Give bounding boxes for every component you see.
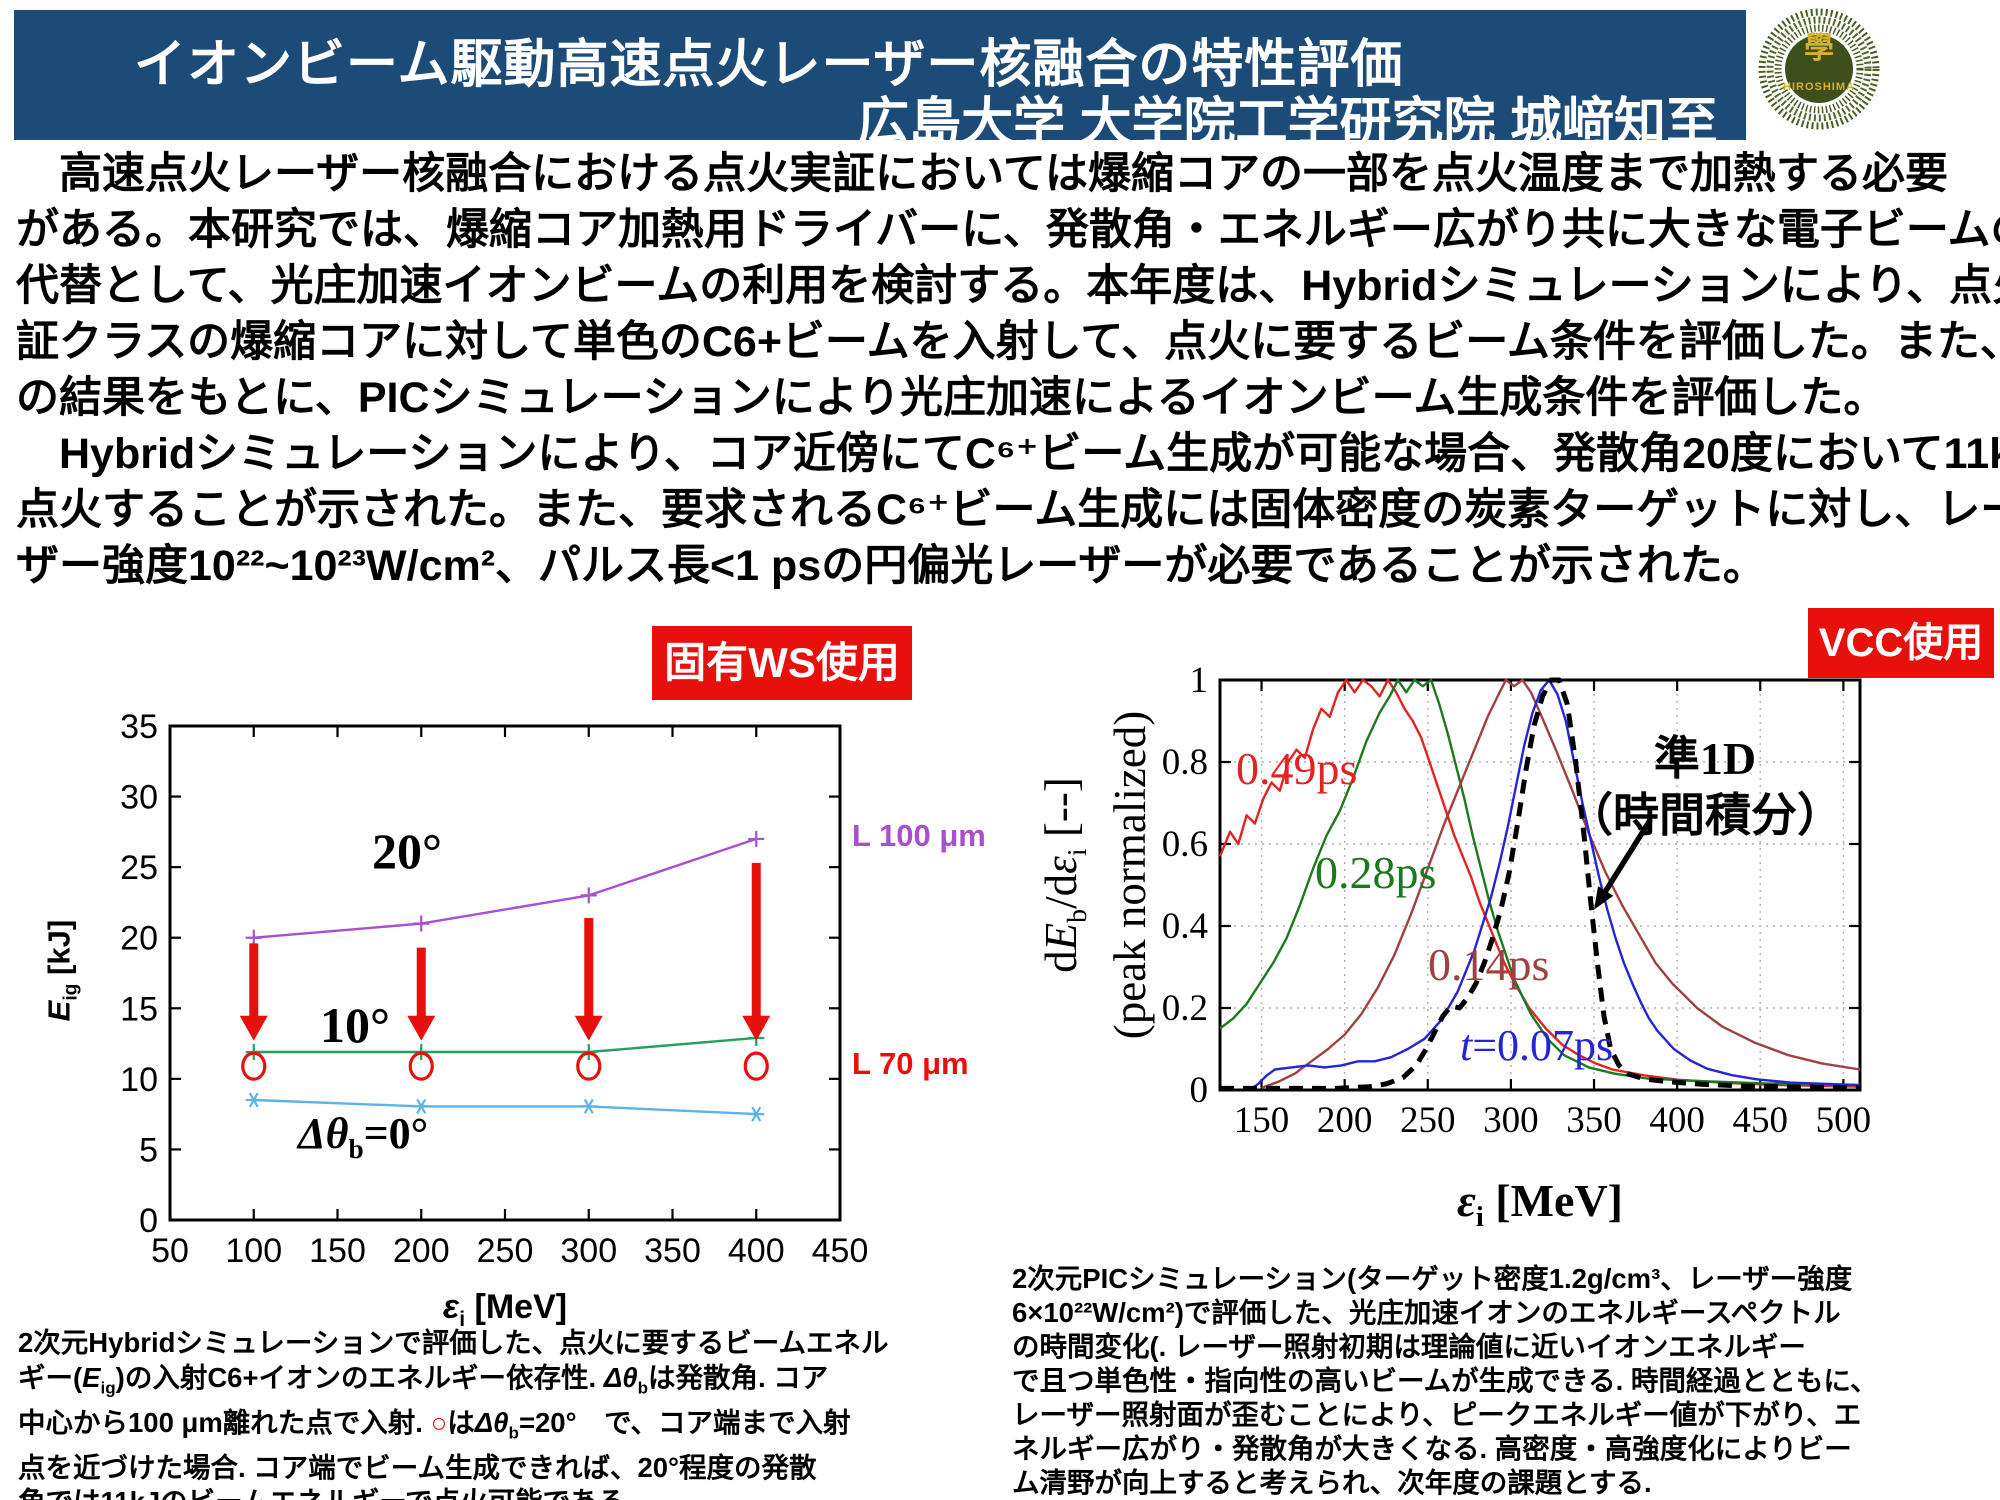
- label-quasi-1d: 準1D （時間積分）: [1560, 730, 1850, 844]
- right-chart-xlabel: εi [MeV]: [1456, 1175, 1623, 1234]
- svg-text:150: 150: [309, 1232, 366, 1270]
- svg-text:0: 0: [139, 1202, 158, 1240]
- caption-line: 中心から100 μm離れた点で入射. ○はΔθb=20° で、コア端まで入射: [18, 1406, 851, 1443]
- abstract-line: Hybridシミュレーションにより、コア近傍にてC⁶⁺ビーム生成が可能な場合、発…: [16, 430, 2000, 478]
- svg-text:200: 200: [1317, 1100, 1373, 1141]
- label-quasi-1d-line1: 準1D: [1653, 733, 1757, 784]
- label-0.49ps: 0.49ps: [1236, 743, 1358, 794]
- label-20deg: 20°: [372, 823, 442, 879]
- label-l70um: L 70 μm: [852, 1046, 969, 1081]
- abstract-line: 高速点火レーザー核融合における点火実証においては爆縮コアの一部を点火温度まで加熱…: [16, 150, 1948, 198]
- right-chart-ion-spectrum: 150 200 250 300 350 400 450 500 0 0.2 0.4 0.6 0.8 1: [1162, 660, 1872, 1141]
- left-chart-ylabel: Eig [kJ]: [41, 919, 82, 1022]
- svg-text:學: 學: [1804, 32, 1834, 65]
- svg-text:0: 0: [1190, 1070, 1209, 1111]
- label-quasi-1d-line2: （時間積分）: [1567, 790, 1843, 841]
- label-0.07ps: t=0.07ps: [1460, 1021, 1614, 1070]
- svg-text:350: 350: [644, 1232, 701, 1270]
- caption-line: 6×10²²W/cm²)で評価した、光庄加速イオンのエネルギースペクトル: [1012, 1297, 1841, 1328]
- svg-text:1: 1: [1190, 660, 1209, 701]
- svg-text:450: 450: [1733, 1100, 1789, 1141]
- hiroshima-university-logo-icon: 學 HIROSHIMA: [1758, 8, 1880, 130]
- abstract-text: 高速点火レーザー核融合における点火実証においては爆縮コアの一部を点火温度まで加熱…: [16, 146, 2000, 594]
- caption-line: ネルギー広がり・発散角が大きくなる. 高密度・高強度化によりビー: [1012, 1433, 1852, 1464]
- caption-line: 点を近づけた場合. コア端でビーム生成できれば、20°程度の発散: [18, 1451, 817, 1483]
- slide-title: イオンビーム駆動高速点火レーザー核融合の特性評価: [134, 36, 1404, 94]
- caption-line: レーザー照射面が歪むことにより、ピークエネルギー値が下がり、エ: [1012, 1399, 1862, 1430]
- svg-text:5: 5: [139, 1131, 158, 1169]
- svg-text:200: 200: [393, 1232, 450, 1270]
- label-l100um: L 100 μm: [852, 818, 986, 853]
- abstract-line: の結果をもとに、PICシミュレーションにより光庄加速によるイオンビーム生成条件を…: [16, 374, 1887, 422]
- abstract-line: 証クラスの爆縮コアに対して単色のC6+ビームを入射して、点火に要するビーム条件を…: [16, 318, 2000, 366]
- abstract-line: ザー強度10²²~10²³W/cm²、パルス長<1 psの円偏光レーザーが必要で…: [16, 542, 1766, 590]
- svg-text:150: 150: [1234, 1100, 1290, 1141]
- svg-text:500: 500: [1816, 1100, 1872, 1141]
- label-0.28ps: 0.28ps: [1315, 847, 1437, 898]
- svg-text:400: 400: [1649, 1100, 1705, 1141]
- right-chart-ylabel: dEb/dεi [--] (peak normalized): [1035, 665, 1155, 1085]
- svg-text:20: 20: [120, 920, 158, 958]
- svg-text:0.6: 0.6: [1162, 824, 1208, 865]
- left-figure-tag-ws: 固有WS使用: [652, 626, 912, 700]
- right-chart-ylabel-line1: dEb/dεi [--]: [1036, 777, 1093, 973]
- svg-text:300: 300: [560, 1232, 617, 1270]
- label-10deg: 10°: [320, 997, 390, 1053]
- caption-line: 2次元PICシミュレーション(ターゲット密度1.2g/cm³、レーザー強度: [1012, 1263, 1853, 1294]
- svg-text:350: 350: [1566, 1100, 1622, 1141]
- right-figure-tag-vcc: VCC使用: [1808, 608, 1994, 678]
- label-divergence-0deg: Δθb=0°: [298, 1109, 429, 1164]
- svg-text:25: 25: [120, 849, 158, 887]
- svg-text:30: 30: [120, 779, 158, 817]
- left-figure-caption: 2次元Hybridシミュレーションで評価した、点火に要するビームエネル ギー(E…: [18, 1326, 988, 1500]
- left-chart-ignition-energy: 50 100 150 200 250 300 350 400 450 0 5 10 15 20 25 30 35: [120, 708, 869, 1270]
- caption-line: 角では11kJのビームエネルギーで点火可能である.: [18, 1485, 988, 1500]
- right-figure-caption: 2次元PICシミュレーション(ターゲット密度1.2g/cm³、レーザー強度 6×…: [1012, 1262, 1996, 1500]
- svg-text:300: 300: [1483, 1100, 1539, 1141]
- svg-text:10: 10: [120, 1061, 158, 1099]
- svg-text:250: 250: [1400, 1100, 1456, 1141]
- svg-text:400: 400: [728, 1232, 785, 1270]
- caption-line: 2次元Hybridシミュレーションで評価した、点火に要するビームエネル: [18, 1327, 889, 1358]
- abstract-line: 代替として、光庄加速イオンビームの利用を検討する。本年度は、Hybridシミュレ…: [16, 262, 2000, 310]
- svg-text:0.4: 0.4: [1162, 906, 1208, 947]
- right-chart-ylabel-line2: (peak normalized): [1105, 710, 1155, 1040]
- slide-subtitle: 広島大学 大学院工学研究院 城﨑知至: [857, 94, 1718, 152]
- svg-text:35: 35: [120, 708, 158, 746]
- label-0.14ps: 0.14ps: [1428, 939, 1550, 990]
- abstract-line: 点火することが示された。また、要求されるC⁶⁺ビーム生成には固体密度の炭素ターゲ…: [16, 486, 2000, 534]
- abstract-line: がある。本研究では、爆縮コア加熱用ドライバーに、発散角・エネルギー広がり共に大き…: [16, 206, 2000, 254]
- caption-line: で且つ単色性・指向性の高いビームが生成できる. 時間経過とともに、: [1012, 1365, 1878, 1396]
- caption-line: の時間変化(. レーザー照射初期は理論値に近いイオンエネルギー: [1012, 1331, 1806, 1362]
- svg-text:HIROSHIMA: HIROSHIMA: [1783, 81, 1855, 93]
- svg-text:100: 100: [225, 1232, 282, 1270]
- caption-line: ム清野が向上すると考えられ、次年度の課題とする.: [1012, 1467, 1652, 1498]
- svg-text:450: 450: [812, 1232, 869, 1270]
- caption-line: ギー(Eig)の入射C6+イオンのエネルギー依存性. Δθbは発散角. コア: [18, 1361, 829, 1398]
- svg-text:0.2: 0.2: [1162, 988, 1208, 1029]
- svg-text:50: 50: [151, 1232, 189, 1270]
- svg-text:250: 250: [477, 1232, 534, 1270]
- svg-text:0.8: 0.8: [1162, 742, 1208, 783]
- left-chart-xlabel: εi [MeV]: [442, 1288, 568, 1331]
- header-banner: イオンビーム駆動高速点火レーザー核融合の特性評価 広島大学 大学院工学研究院 城…: [14, 10, 1746, 152]
- svg-text:15: 15: [120, 990, 158, 1028]
